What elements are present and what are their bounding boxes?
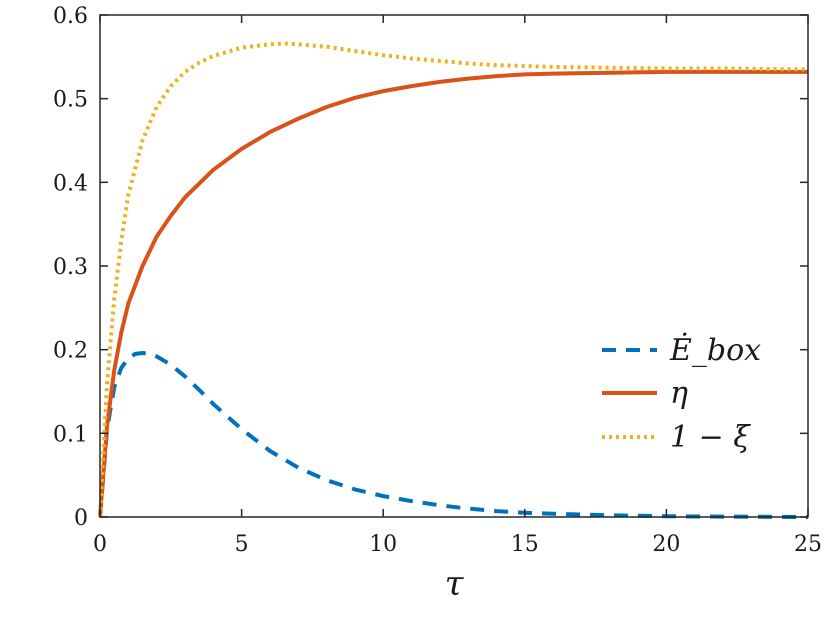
series-line-1 xyxy=(98,351,809,519)
x-tick-label: 25 xyxy=(794,532,822,557)
x-tick-label: 10 xyxy=(369,532,397,557)
legend-label-1: Ė_box xyxy=(669,332,761,368)
x-tick-label: 5 xyxy=(235,532,249,557)
ticks-layer: 0 5 10 15 20 25 0 0.1 0.2 0.3 0.4 0.5 0.6 xyxy=(53,4,822,557)
y-tick-label: 0.5 xyxy=(53,88,88,113)
y-tick-label: 0.6 xyxy=(53,4,88,29)
series-line-2 xyxy=(98,69,808,518)
legend-label-3: 1 − ξ xyxy=(670,420,751,455)
y-tick-label: 0.2 xyxy=(53,339,88,364)
legend: Ė_box η 1 − ξ xyxy=(602,332,761,455)
series-layer xyxy=(98,41,809,519)
x-tick-label: 15 xyxy=(511,532,539,557)
x-tick-label: 20 xyxy=(652,532,680,557)
series-line-3 xyxy=(98,41,809,518)
y-tick-label: 0.4 xyxy=(53,171,88,196)
y-tick-label: 0.3 xyxy=(53,255,88,280)
legend-label-2: η xyxy=(670,376,688,411)
y-tick-label: 0.1 xyxy=(53,422,88,447)
y-tick-label: 0 xyxy=(74,506,88,531)
x-tick-label: 0 xyxy=(93,532,107,557)
plot-area xyxy=(100,15,808,517)
x-axis-label: τ xyxy=(445,564,465,604)
